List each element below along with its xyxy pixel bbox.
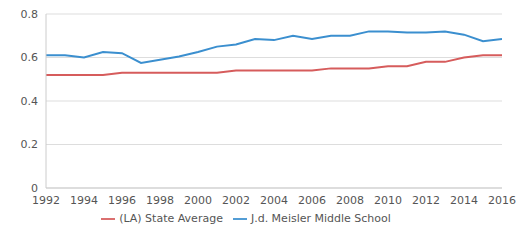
svg-text:2014: 2014: [450, 194, 478, 207]
svg-text:2008: 2008: [336, 194, 364, 207]
svg-text:0.6: 0.6: [21, 51, 39, 64]
svg-text:1992: 1992: [32, 194, 60, 207]
svg-text:2002: 2002: [222, 194, 250, 207]
svg-text:0: 0: [31, 182, 38, 195]
svg-text:2004: 2004: [260, 194, 288, 207]
svg-text:0.2: 0.2: [21, 138, 39, 151]
svg-text:1998: 1998: [146, 194, 174, 207]
svg-text:1996: 1996: [108, 194, 136, 207]
svg-text:2000: 2000: [184, 194, 212, 207]
svg-text:2016: 2016: [488, 194, 516, 207]
svg-text:2012: 2012: [412, 194, 440, 207]
svg-text:2010: 2010: [374, 194, 402, 207]
svg-text:0.4: 0.4: [21, 95, 39, 108]
html-text:J.d. Meisler Middle School: J.d. Meisler Middle School: [250, 212, 391, 225]
html-text:(LA) State Average: (LA) State Average: [119, 212, 223, 225]
svg-text:2006: 2006: [298, 194, 326, 207]
svg-text:0.8: 0.8: [21, 8, 39, 21]
svg-text:1994: 1994: [70, 194, 98, 207]
